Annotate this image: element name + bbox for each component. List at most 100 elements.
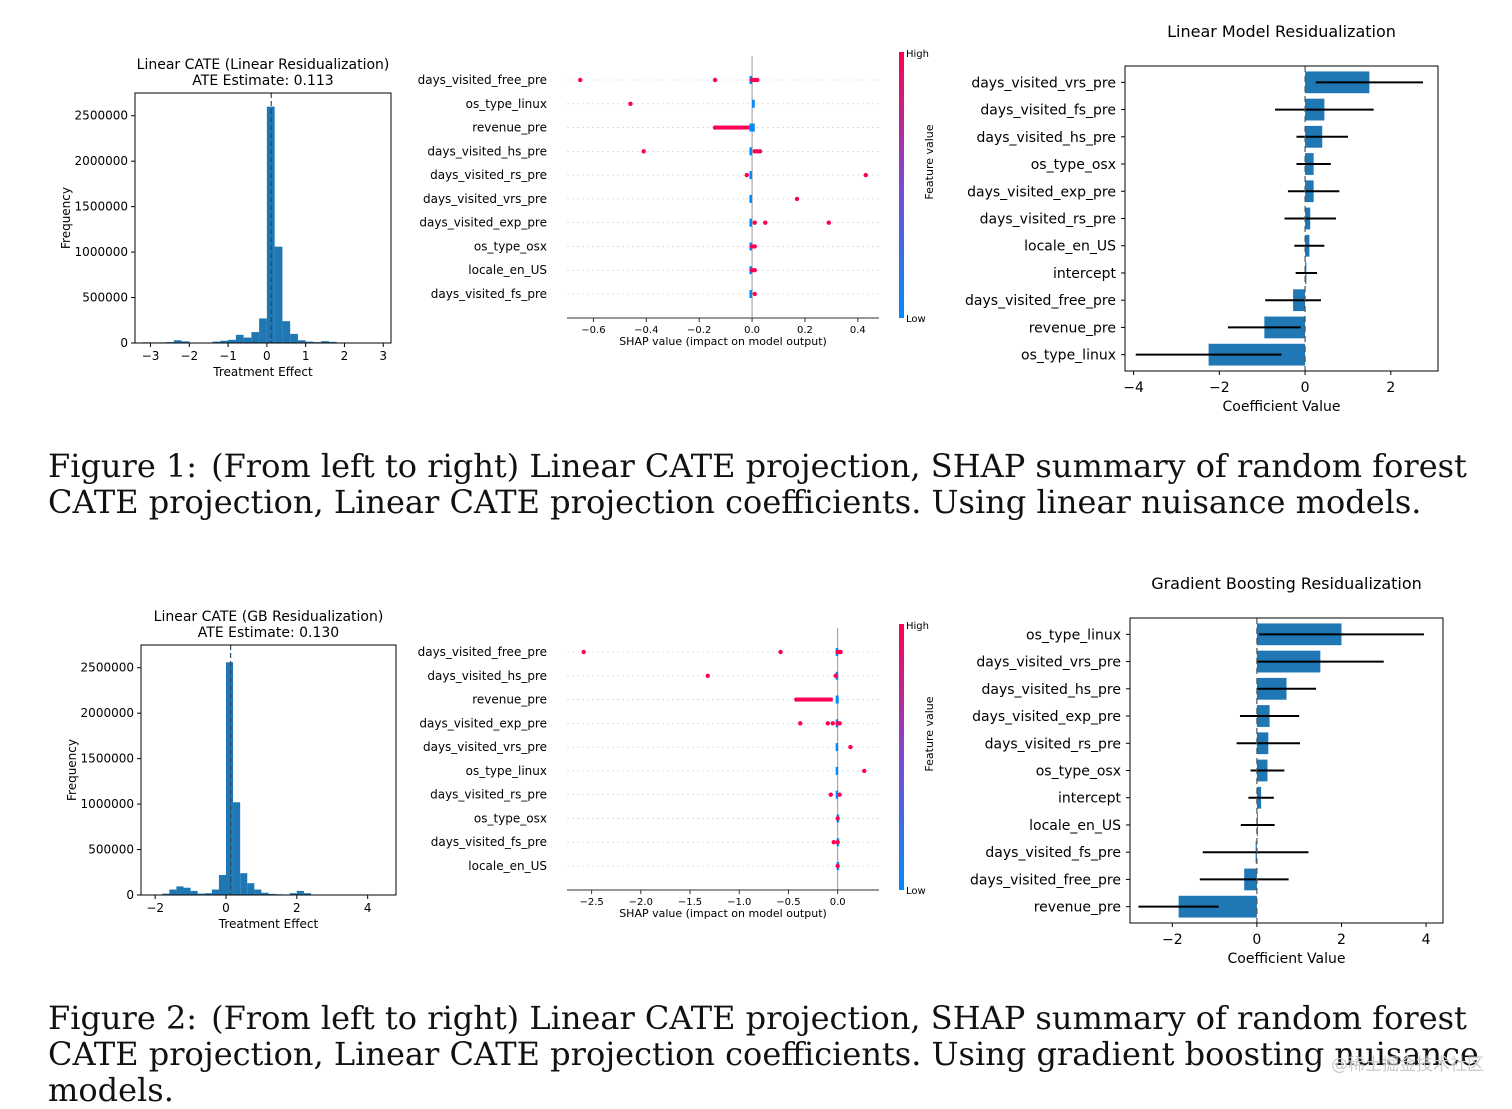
fig1-hist-bar — [236, 335, 244, 343]
fig1-coef-category-label: days_visited_free_pre — [965, 293, 1116, 309]
fig2-shap-chart: days_visited_free_predays_visited_hs_pre… — [418, 621, 936, 920]
fig2-coef-category-label: days_visited_hs_pre — [981, 682, 1121, 698]
fig2-coef-category-label: intercept — [1058, 791, 1122, 807]
fig1-hist-bar — [275, 247, 283, 343]
fig1-shap-low-points — [749, 290, 752, 298]
fig1-shap-feature-label: days_visited_vrs_pre — [423, 192, 547, 206]
figure-1-label: Figure 1: — [48, 447, 197, 485]
fig1-hist-bar — [244, 338, 252, 343]
fig1-shap-low-points — [749, 171, 752, 179]
fig1-shap-high-point — [753, 220, 757, 224]
fig2-shap-high-point — [706, 674, 710, 678]
fig1-hist-xtick-label: 2 — [341, 349, 349, 363]
fig1-coef-category-label: days_visited_vrs_pre — [971, 75, 1116, 91]
fig2-shap-high-point — [835, 864, 839, 868]
fig2-hist-ytick-label: 0 — [126, 888, 134, 902]
fig2-shap-feature-label: days_visited_fs_pre — [431, 835, 547, 849]
fig2-coef-category-label: revenue_pre — [1034, 900, 1121, 916]
fig2-hist-ytick-label: 1500000 — [81, 752, 134, 766]
fig1-hist-title: Linear CATE (Linear Residualization) — [137, 57, 390, 73]
fig2-coef-category-label: days_visited_fs_pre — [985, 845, 1121, 861]
fig1-coef-title: Linear Model Residualization — [1167, 22, 1396, 41]
fig1-coef-category-label: os_type_osx — [1031, 157, 1116, 173]
fig2-coef-category-label: days_visited_vrs_pre — [976, 655, 1121, 671]
fig2-shap-colorbar-high: High — [906, 621, 929, 632]
fig2-hist-ytick-label: 2500000 — [81, 661, 134, 675]
fig1-hist-xtick-label: 0 — [263, 349, 271, 363]
fig2-coef-category-label: days_visited_exp_pre — [972, 709, 1121, 725]
fig2-hist-bar — [226, 662, 233, 895]
fig1-shap-low-points — [749, 195, 752, 203]
fig2-shap-feature-label: days_visited_vrs_pre — [423, 740, 547, 754]
fig2-shap-high-point — [582, 650, 586, 654]
fig1-shap-high-point — [713, 78, 717, 82]
fig2-coef-title: Gradient Boosting Residualization — [1151, 574, 1422, 593]
fig2-shap-high-point — [798, 721, 802, 725]
fig2-hist-bar — [219, 875, 226, 895]
fig1-coef-xtick-label: −4 — [1123, 380, 1144, 396]
fig2-coef-xlabel: Coefficient Value — [1228, 951, 1346, 967]
fig2-shap-xlabel: SHAP value (impact on model output) — [619, 907, 827, 920]
fig1-coef-category-label: intercept — [1053, 266, 1117, 282]
fig1-coef-category-label: days_visited_hs_pre — [976, 130, 1116, 146]
fig2-hist-xtick-label: 4 — [364, 901, 372, 915]
fig2-shap-high-point — [835, 816, 839, 820]
fig1-hist-frame — [135, 93, 391, 343]
fig2-shap-low-points — [836, 743, 839, 751]
fig2-shap-high-point — [862, 769, 866, 773]
fig2-hist-ytick-label: 2000000 — [81, 706, 134, 720]
fig1-hist-subtitle: ATE Estimate: 0.113 — [192, 73, 333, 89]
fig2-shap-high-point — [778, 650, 782, 654]
fig1-shap-high-point — [864, 173, 868, 177]
fig1-shap-high-point — [753, 292, 757, 296]
fig2-coef-category-label: os_type_osx — [1036, 764, 1121, 780]
fig1-shap-feature-label: days_visited_fs_pre — [431, 287, 547, 301]
fig2-shap-low-points — [836, 767, 839, 775]
fig1-hist-xtick-label: −2 — [180, 349, 198, 363]
fig2-hist-bar — [297, 891, 304, 895]
fig2-coef-xtick-label: 2 — [1337, 932, 1346, 948]
fig2-shap-high-point — [794, 697, 798, 701]
fig2-shap-feature-label: days_visited_rs_pre — [430, 788, 547, 802]
fig2-hist-xtick-label: −2 — [146, 901, 164, 915]
fig1-coef-xtick-label: 0 — [1301, 380, 1310, 396]
fig1-shap-low-points — [749, 147, 752, 155]
fig1-hist-ytick-label: 0 — [120, 336, 128, 350]
fig2-shap-high-point — [835, 840, 839, 844]
figure-1-caption-text: (From left to right) Linear CATE project… — [48, 447, 1467, 521]
fig2-shap-high-point — [848, 745, 852, 749]
fig2-hist-title: Linear CATE (GB Residualization) — [154, 609, 384, 625]
fig2-shap-high-point — [837, 792, 841, 796]
fig2-shap-feature-label: os_type_linux — [466, 764, 547, 778]
fig2-hist-ytick-label: 1000000 — [81, 797, 134, 811]
fig1-shap-colorbar — [899, 52, 904, 318]
fig1-shap-xtick-label: 0.4 — [850, 325, 866, 336]
fig2-hist-bar — [191, 891, 198, 895]
watermark: @稀土掘金技术社区 — [1331, 1050, 1484, 1075]
fig2-shap-high-point — [837, 721, 841, 725]
fig2-shap-low-points — [836, 696, 839, 704]
fig1-coef-category-label: days_visited_fs_pre — [980, 103, 1116, 119]
fig2-hist-frame — [141, 645, 396, 895]
fig1-hist-bar — [282, 321, 290, 343]
fig1-hist-bar — [251, 332, 259, 343]
figure-2-label: Figure 2: — [48, 999, 197, 1037]
fig2-hist-subtitle: ATE Estimate: 0.130 — [198, 625, 339, 641]
fig2-shap-high-point — [832, 840, 836, 844]
fig2-coef-chart: os_type_linuxdays_visited_vrs_predays_vi… — [970, 574, 1443, 967]
fig2-shap-feature-label: days_visited_exp_pre — [419, 716, 547, 730]
fig2-hist-bar — [169, 890, 176, 895]
fig2-hist-xtick-label: 0 — [222, 901, 230, 915]
fig1-shap-high-points — [715, 126, 749, 130]
fig1-shap-feature-label: days_visited_free_pre — [418, 73, 547, 87]
fig2-shap-high-points — [796, 698, 832, 702]
fig1-hist-ytick-label: 1000000 — [75, 245, 128, 259]
fig2-hist-bar — [184, 888, 191, 895]
fig1-hist-ylabel: Frequency — [59, 187, 73, 249]
figure-2-caption: Figure 2:(From left to right) Linear CAT… — [48, 1000, 1480, 1108]
fig1-shap-high-point — [578, 78, 582, 82]
fig1-shap-feature-label: days_visited_hs_pre — [427, 144, 547, 158]
fig1-coef-category-label: os_type_linux — [1021, 348, 1116, 364]
